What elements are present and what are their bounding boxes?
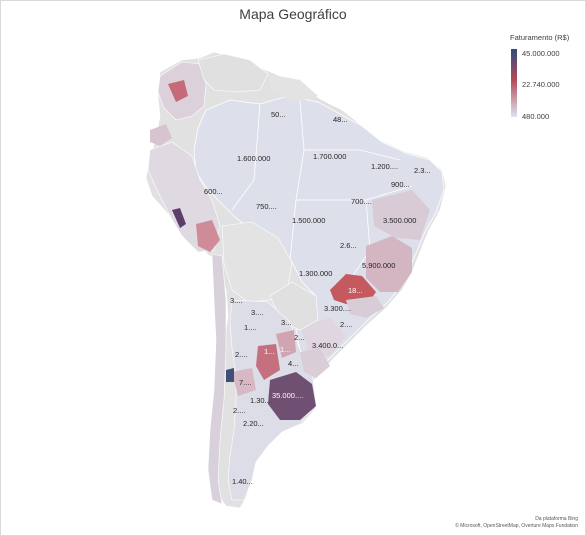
region-label: 3.300.... <box>324 304 351 313</box>
region-label: 1... <box>280 345 290 354</box>
region-rio-grande-do-sul[interactable] <box>300 318 346 356</box>
region-label: 3.... <box>251 308 264 317</box>
region-guianas[interactable] <box>268 74 318 102</box>
region-label: 2.3... <box>414 166 431 175</box>
credit-bing: Da plataforma Bing <box>535 516 578 522</box>
region-label: 750.... <box>256 202 277 211</box>
legend-min: 480.000 <box>522 112 550 121</box>
region-chile[interactable] <box>207 253 227 505</box>
region-label: 2.20... <box>243 419 264 428</box>
legend-max: 45.000.000 <box>522 49 560 58</box>
region-buenos-aires[interactable] <box>268 372 316 420</box>
region-sao-paulo[interactable] <box>346 296 384 318</box>
legend-color-scale <box>511 49 517 117</box>
region-label: 3.400.0... <box>312 341 343 350</box>
region-label: 1.40... <box>232 477 253 486</box>
region-label: 35.000.... <box>272 391 303 400</box>
region-label: 900... <box>391 180 410 189</box>
region-label: 1.500.000 <box>292 216 325 225</box>
region-label: 1.300.000 <box>299 269 332 278</box>
region-label: 3.... <box>230 296 243 305</box>
region-label: 2.... <box>233 406 246 415</box>
legend-mid: 22.740.000 <box>522 80 560 89</box>
region-label: 600... <box>204 187 223 196</box>
region-cordoba[interactable] <box>232 368 256 396</box>
region-label: 1.200.... <box>371 162 398 171</box>
region-label: 1.600.000 <box>237 154 270 163</box>
region-minas-gerais[interactable] <box>366 236 412 292</box>
region-label: 48... <box>333 115 348 124</box>
region-label: 1... <box>264 347 274 356</box>
region-bahia[interactable] <box>372 190 430 240</box>
region-lima[interactable] <box>172 208 186 228</box>
region-brazil[interactable] <box>193 95 445 365</box>
region-label: 3.500.000 <box>383 216 416 225</box>
region-colombia-highlight[interactable] <box>168 80 188 102</box>
region-santa-fe[interactable] <box>256 344 280 380</box>
region-label: 1.30... <box>250 396 271 405</box>
region-label: 18... <box>348 286 363 295</box>
region-venezuela[interactable] <box>197 53 269 93</box>
region-label: 700.... <box>351 197 372 206</box>
region-label: 1.700.000 <box>313 152 346 161</box>
credit-attribution: © Microsoft, OpenStreetMap, Overture Map… <box>455 523 578 529</box>
region-label: 1.... <box>244 323 257 332</box>
region-ecuador[interactable] <box>150 124 172 146</box>
region-mendoza[interactable] <box>226 368 234 382</box>
legend-title: Faturamento (R$) <box>510 33 570 42</box>
map-title: Mapa Geográfico <box>239 6 347 22</box>
region-uruguay[interactable] <box>300 348 330 378</box>
region-label: 4... <box>288 359 298 368</box>
region-label: 2.... <box>235 350 248 359</box>
region-label: 7.... <box>239 378 252 387</box>
region-label: 2... <box>294 333 304 342</box>
region-label: 2.6... <box>340 241 357 250</box>
region-peru-south[interactable] <box>196 220 220 252</box>
region-label: 5.900.000 <box>362 261 395 270</box>
region-label: 3... <box>281 318 291 327</box>
state-borders <box>231 99 413 281</box>
region-entre-rios[interactable] <box>276 330 296 358</box>
region-label: 50... <box>271 110 286 119</box>
region-label: 2.... <box>340 320 353 329</box>
